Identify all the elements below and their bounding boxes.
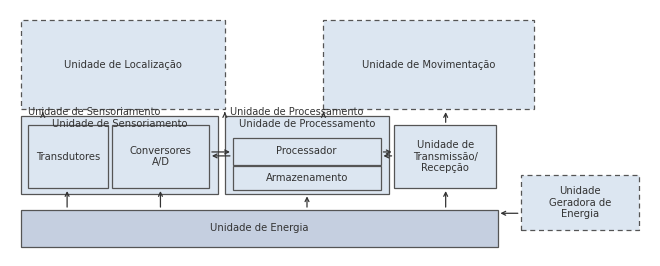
Text: Unidade de Movimentação: Unidade de Movimentação xyxy=(362,60,495,70)
Text: Unidade de Processamento: Unidade de Processamento xyxy=(230,107,364,117)
Text: Armazenamento: Armazenamento xyxy=(265,173,348,183)
FancyBboxPatch shape xyxy=(233,138,381,165)
FancyBboxPatch shape xyxy=(21,116,218,194)
Text: Unidade de Sensoriamento: Unidade de Sensoriamento xyxy=(52,119,187,129)
FancyBboxPatch shape xyxy=(225,116,389,194)
Text: Unidade de Energia: Unidade de Energia xyxy=(210,223,309,233)
FancyBboxPatch shape xyxy=(112,125,209,188)
Text: Transdutores: Transdutores xyxy=(36,152,100,162)
FancyBboxPatch shape xyxy=(21,20,225,109)
FancyBboxPatch shape xyxy=(233,166,381,190)
Text: Unidade de Localização: Unidade de Localização xyxy=(64,60,182,70)
Text: Unidade de Processamento: Unidade de Processamento xyxy=(239,119,375,129)
FancyBboxPatch shape xyxy=(323,20,534,109)
FancyBboxPatch shape xyxy=(28,125,108,188)
FancyBboxPatch shape xyxy=(395,125,496,188)
Text: Conversores
A/D: Conversores A/D xyxy=(129,146,191,168)
FancyBboxPatch shape xyxy=(21,210,498,247)
Text: Unidade
Geradora de
Energia: Unidade Geradora de Energia xyxy=(548,186,611,219)
FancyBboxPatch shape xyxy=(521,175,639,230)
Text: Unidade de Sensoriamento: Unidade de Sensoriamento xyxy=(28,107,160,117)
Text: Unidade de
Transmissão/
Recepção: Unidade de Transmissão/ Recepção xyxy=(413,140,478,173)
Text: Processador: Processador xyxy=(277,146,337,156)
